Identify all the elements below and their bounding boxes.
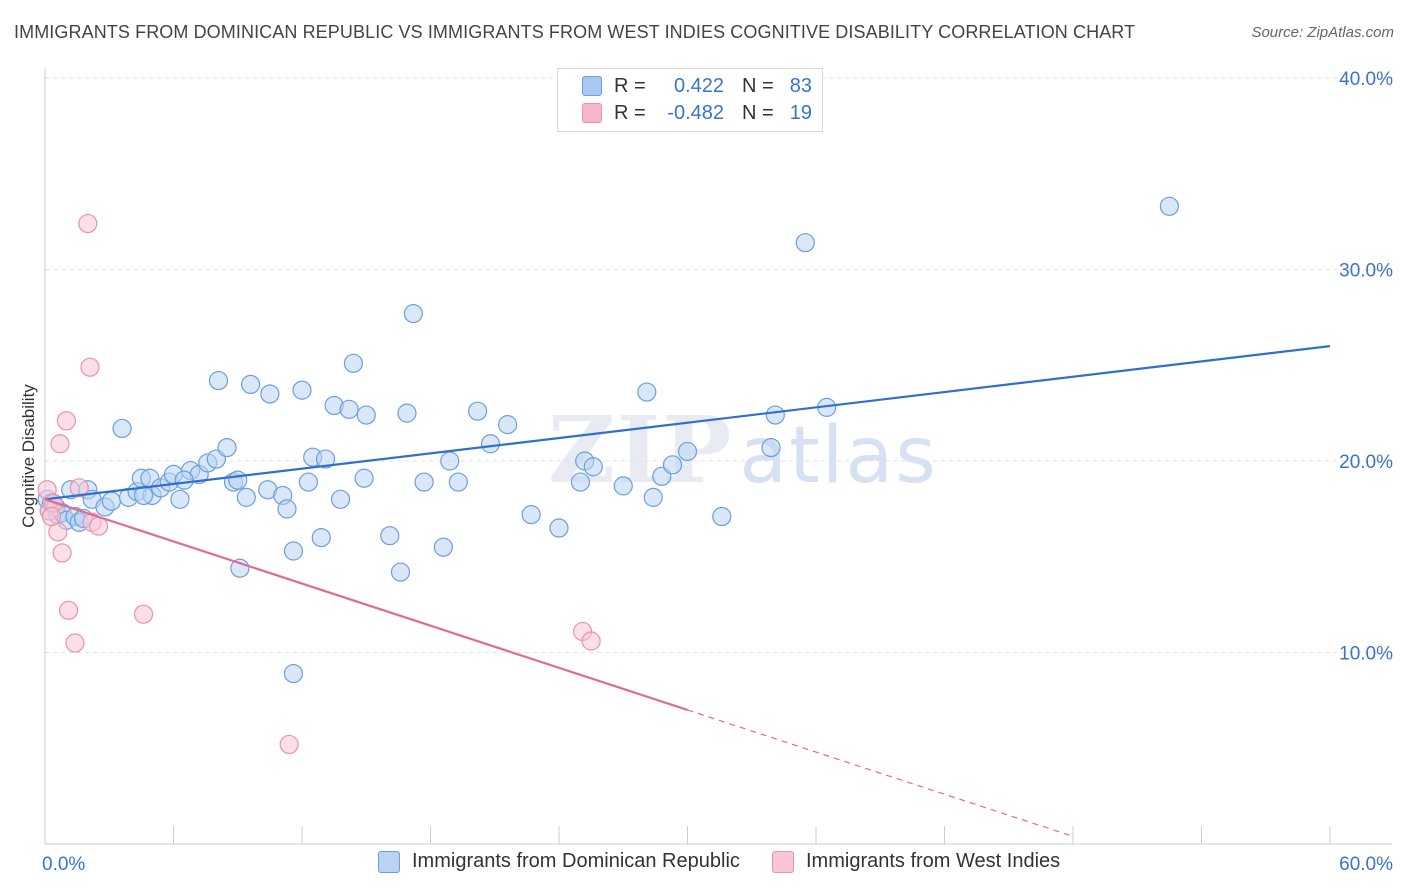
legend-r-value: -0.482 <box>667 101 724 124</box>
legend-r-label: R = <box>614 101 646 124</box>
dominican-point <box>761 437 781 458</box>
dominican-point <box>414 472 434 492</box>
dominican-point <box>1159 196 1179 216</box>
y-axis-label: Cognitive Disability <box>19 384 38 528</box>
dominican-point <box>330 489 351 509</box>
west-indies-point <box>50 434 70 454</box>
series-legend-label: Immigrants from West Indies <box>806 850 1061 872</box>
legend-r-value: 0.422 <box>673 74 724 97</box>
dominican-point <box>570 472 591 492</box>
legend-swatch-west-indies <box>582 103 602 123</box>
y-tick-label: 40.0% <box>1339 69 1393 90</box>
y-tick-label: 20.0% <box>1339 452 1393 473</box>
dominican-point <box>480 434 501 454</box>
dominican-point <box>433 537 453 557</box>
dominican-point <box>241 374 261 394</box>
chart-source: Source: ZipAtlas.com <box>1251 24 1394 41</box>
west-indies-point <box>52 543 72 563</box>
dominican-point <box>174 470 194 490</box>
dominican-point <box>403 303 423 324</box>
west-indies-point <box>41 506 62 527</box>
west-indies-trend-extension <box>687 709 1074 837</box>
legend-row-west-indies: R = -0.482 N = 19 <box>582 100 812 126</box>
legend-r-label: R = <box>614 74 646 97</box>
legend-n-value: 19 <box>789 101 812 124</box>
dominican-point <box>712 506 732 527</box>
y-tick-label: 30.0% <box>1339 261 1393 282</box>
dominican-point <box>498 415 518 435</box>
dominican-point <box>292 380 312 400</box>
dominican-point <box>217 437 237 458</box>
dominican-trend-line <box>44 345 1331 501</box>
legend-n-label: N = <box>742 74 774 97</box>
dominican-point <box>468 401 488 421</box>
dominican-point <box>311 527 331 548</box>
y-tick-label: 10.0% <box>1339 644 1393 665</box>
dominican-point <box>390 562 411 582</box>
dominican-point <box>283 541 304 561</box>
west-indies-point <box>65 633 85 653</box>
x-tick-label: 60.0% <box>1339 854 1393 875</box>
series-legend: Immigrants from Dominican Republic Immig… <box>0 850 1406 878</box>
legend-row-dominican: R = 0.422 N = 83 <box>582 73 812 99</box>
chart-title: IMMIGRANTS FROM DOMINICAN REPUBLIC VS IM… <box>14 22 1136 42</box>
legend-swatch-dominican <box>582 76 602 96</box>
dominican-point <box>339 399 359 419</box>
dominican-point <box>112 418 132 439</box>
x-tick-label: 0.0% <box>42 854 85 875</box>
dominican-point <box>397 403 417 423</box>
legend-n-value: 83 <box>789 74 812 97</box>
west-indies-point <box>56 411 77 431</box>
legend-n-label: N = <box>742 101 774 124</box>
dominican-point <box>260 384 280 404</box>
dominican-point <box>662 455 683 475</box>
dominican-point <box>298 472 319 492</box>
dominican-point <box>228 470 248 490</box>
series-legend-dominican: Immigrants from Dominican Republic <box>378 850 740 873</box>
dominican-point <box>354 468 374 488</box>
dominican-point <box>208 370 229 391</box>
west-indies-point <box>58 600 79 620</box>
dominican-point <box>583 457 603 477</box>
dominican-point <box>677 441 698 462</box>
west-indies-point <box>69 478 89 498</box>
dominican-point <box>283 663 304 684</box>
west-indies-point <box>133 604 154 624</box>
west-indies-point <box>581 631 601 651</box>
dominican-point <box>637 382 657 402</box>
dominican-point <box>101 491 121 511</box>
dominican-point <box>795 233 815 253</box>
dominican-point <box>277 499 297 519</box>
dominican-point <box>549 518 569 538</box>
dominican-point <box>170 489 190 509</box>
dominican-point <box>315 449 336 469</box>
west-indies-point <box>279 734 299 755</box>
series-swatch-west-indies <box>772 850 794 873</box>
dominican-point <box>643 487 663 507</box>
dominican-point <box>765 405 785 425</box>
west-indies-point <box>80 357 100 377</box>
dominican-point <box>448 472 468 492</box>
dominican-point <box>440 451 460 471</box>
dominican-point <box>236 487 256 507</box>
series-legend-label: Immigrants from Dominican Republic <box>412 850 740 872</box>
series-swatch-dominican <box>378 850 400 873</box>
dominican-point <box>343 353 363 373</box>
dominican-point <box>521 505 541 525</box>
dominican-point <box>380 526 400 546</box>
dominican-point <box>613 476 633 496</box>
correlation-legend: R = 0.422 N = 83 R = -0.482 N = 19 <box>557 68 823 132</box>
series-legend-west-indies: Immigrants from West Indies <box>772 850 1060 873</box>
dominican-point <box>356 405 376 425</box>
west-indies-point <box>78 213 98 234</box>
west-indies-trend-line <box>44 498 688 711</box>
